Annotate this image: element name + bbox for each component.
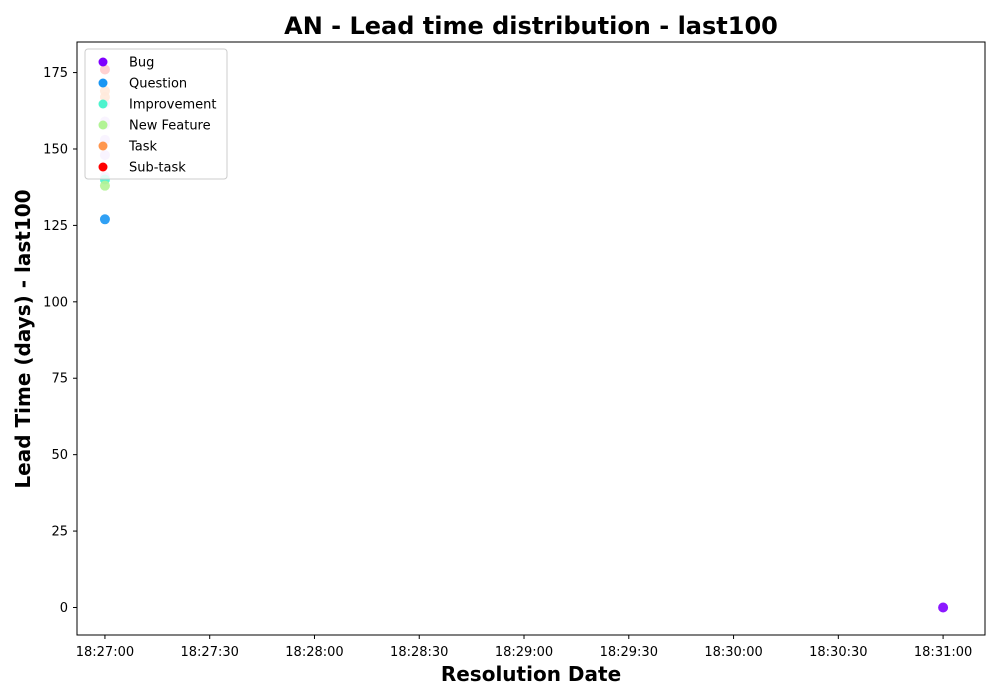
x-axis: 18:27:00 18:27:30 18:28:00 18:28:30 18:29:00… [76, 635, 972, 660]
x-tick-label: 18:30:30 [809, 645, 867, 660]
y-tick-label: 75 [51, 372, 68, 387]
legend-label: Sub-task [129, 161, 186, 176]
legend-marker [98, 141, 108, 151]
legend: Bug Question Improvement New Feature Task Sub… [84, 48, 228, 180]
legend-marker [98, 120, 108, 130]
y-axis: 0 25 50 75 100 125 150 175 [43, 66, 77, 616]
x-tick-label: 18:28:00 [285, 645, 343, 660]
x-tick-label: 18:30:00 [704, 645, 762, 660]
x-tick-label: 18:29:00 [495, 645, 553, 660]
x-tick-label: 18:27:30 [181, 645, 239, 660]
legend-marker [98, 78, 108, 88]
legend-label: Question [129, 77, 187, 92]
y-tick-label: 150 [43, 142, 68, 157]
plot-frame [76, 41, 986, 636]
y-tick-label: 50 [51, 448, 68, 463]
legend-marker [98, 162, 108, 172]
data-point-bug [938, 602, 949, 613]
x-tick-label: 18:29:30 [600, 645, 658, 660]
x-tick-label: 18:27:00 [76, 645, 134, 660]
y-tick-label: 125 [43, 219, 68, 234]
legend-label: Task [128, 140, 158, 155]
legend-marker [98, 99, 108, 109]
data-point-new-feature [99, 180, 110, 191]
data-point-question [99, 214, 110, 225]
legend-marker [98, 57, 108, 67]
chart-title: AN - Lead time distribution - last100 [284, 12, 778, 40]
y-tick-label: 175 [43, 66, 68, 81]
x-axis-label: Resolution Date [441, 662, 621, 686]
legend-box [84, 48, 228, 180]
x-tick-label: 18:31:00 [914, 645, 972, 660]
y-tick-label: 100 [43, 295, 68, 310]
y-axis-label: Lead Time (days) - last100 [11, 189, 35, 488]
y-tick-label: 25 [51, 525, 68, 540]
legend-label: Improvement [129, 98, 216, 113]
y-tick-label: 0 [60, 601, 68, 616]
legend-label: Bug [129, 56, 154, 71]
x-tick-label: 18:28:30 [390, 645, 448, 660]
legend-label: New Feature [129, 119, 211, 134]
